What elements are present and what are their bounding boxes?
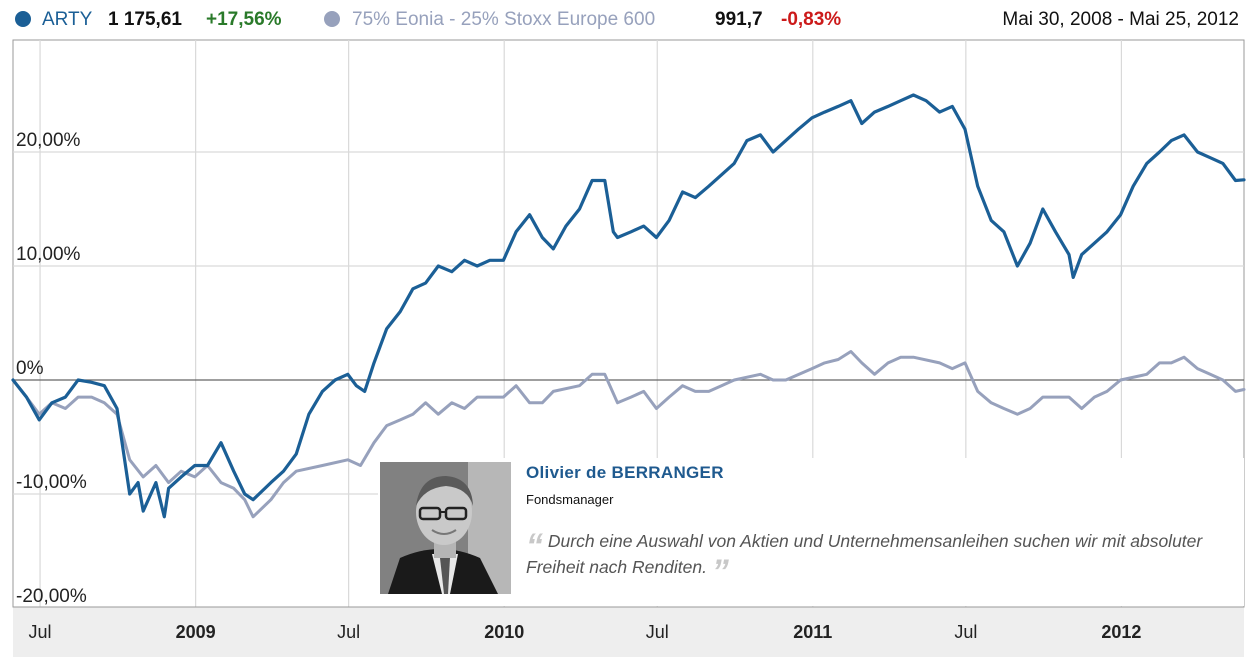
benchmark-series-marker-icon[interactable]	[324, 11, 340, 27]
manager-name: Olivier de BERRANGER	[526, 463, 724, 482]
x-axis-labels: Jul 2009 Jul 2010 Jul 2011 Jul 2012	[29, 622, 1142, 642]
manager-quote: “ Durch eine Auswahl von Aktien und Unte…	[526, 528, 1244, 589]
legend-series1-value: 1 175,61	[108, 9, 182, 30]
x-tick-label: 2010	[484, 622, 524, 642]
y-tick-label: -20,00%	[16, 586, 87, 607]
arty-series-marker-icon[interactable]	[15, 11, 31, 27]
legend-series1-change: +17,56%	[206, 9, 282, 30]
manager-portrait-photo	[380, 462, 511, 594]
legend-series2-value: 991,7	[715, 9, 763, 30]
series-line-arty[interactable]	[11, 93, 1246, 519]
x-axis-band	[13, 607, 1244, 657]
x-tick-label: Jul	[29, 622, 52, 642]
x-tick-label: 2012	[1101, 622, 1141, 642]
series-line-benchmark[interactable]	[11, 350, 1246, 519]
x-tick-label: 2011	[793, 622, 832, 642]
y-tick-label: 10,00%	[16, 244, 81, 265]
legend-series2-name[interactable]: 75% Eonia - 25% Stoxx Europe 600	[352, 9, 656, 30]
x-tick-label: Jul	[954, 622, 977, 642]
y-tick-label: 20,00%	[16, 130, 81, 151]
chart-legend: ARTY 1 175,61 +17,56% 75% Eonia - 25% St…	[0, 0, 1251, 40]
date-range: Mai 30, 2008 - Mai 25, 2012	[1002, 9, 1239, 30]
manager-quote-text: Durch eine Auswahl von Aktien und Untern…	[526, 531, 1203, 577]
y-tick-label: -10,00%	[16, 472, 87, 493]
close-quote-icon: ”	[711, 553, 729, 591]
legend-series1-name[interactable]: ARTY	[42, 9, 93, 30]
fund-manager-card: Olivier de BERRANGER Fondsmanager “ Durc…	[378, 458, 1244, 606]
x-tick-label: Jul	[337, 622, 360, 642]
legend-series2-change: -0,83%	[781, 9, 842, 30]
series-lines	[11, 93, 1246, 519]
y-axis-labels: 20,00% 10,00% 0% -10,00% -20,00%	[16, 130, 87, 607]
manager-role: Fondsmanager	[526, 492, 614, 507]
x-tick-label: 2009	[176, 622, 216, 642]
x-tick-label: Jul	[646, 622, 669, 642]
y-tick-label: 0%	[16, 358, 44, 379]
